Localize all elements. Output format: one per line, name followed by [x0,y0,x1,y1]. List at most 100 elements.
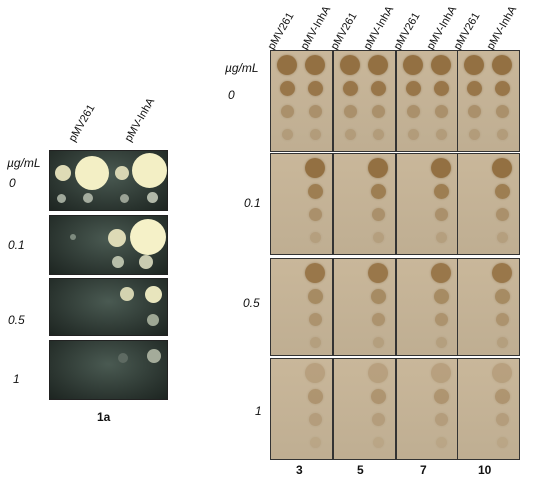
colony [370,183,386,199]
left-plate-1 [49,215,168,275]
right-plate [457,50,520,152]
colony [340,55,360,75]
right-plate [270,358,333,460]
right-col-7: 7 [420,463,427,477]
right-header-1: pMV261 [265,10,297,53]
colony [308,104,322,118]
colony [307,80,323,96]
colony [435,128,447,140]
colony [280,104,294,118]
colony [435,436,447,448]
colony [120,194,129,203]
colony [372,128,384,140]
left-conc-3: 1 [13,372,20,386]
colony [370,288,386,304]
colony [370,80,386,96]
colony [433,80,449,96]
left-header-pmv-inha: pMV-InhA [122,96,158,144]
colony [492,158,512,178]
colony [371,412,385,426]
colony [277,55,297,75]
right-plate [333,258,396,356]
colony [147,314,159,326]
colony [112,256,124,268]
colony [342,80,358,96]
colony [279,80,295,96]
right-col-5: 5 [357,463,364,477]
right-plate [270,50,333,152]
colony [466,80,482,96]
right-plate [270,153,333,255]
right-conc-0: 0 [228,88,235,102]
right-conc-3: 1 [255,404,262,418]
colony [464,55,484,75]
colony [307,288,323,304]
colony [70,234,76,240]
right-header-3: pMV261 [328,10,360,53]
colony [434,207,448,221]
colony [467,104,481,118]
colony [305,158,325,178]
right-conc-1: 0.1 [244,196,261,210]
colony [370,388,386,404]
colony [118,353,128,363]
colony [120,287,134,301]
colony [434,104,448,118]
left-conc-0: 0 [9,176,16,190]
colony [431,363,451,383]
colony [55,165,71,181]
left-caption: 1a [97,410,111,424]
right-header-5: pMV261 [391,10,423,53]
right-plate [333,153,396,255]
colony [496,128,508,140]
colony [368,363,388,383]
colony [492,55,512,75]
colony [139,255,153,269]
colony [406,104,420,118]
colony [343,104,357,118]
colony [145,286,162,303]
colony [431,55,451,75]
colony [494,80,510,96]
right-plate [396,153,459,255]
colony [433,388,449,404]
colony [307,388,323,404]
colony [368,263,388,283]
colony [372,436,384,448]
colony [368,158,388,178]
colony [308,207,322,221]
colony [494,388,510,404]
colony [371,312,385,326]
colony [495,312,509,326]
left-conc-1: 0.1 [8,238,25,252]
colony [494,183,510,199]
left-conc-2: 0.5 [8,313,25,327]
colony [305,263,325,283]
colony [495,104,509,118]
right-plate [396,50,459,152]
left-header-pmv261: pMV261 [66,102,98,144]
colony [468,128,480,140]
colony [147,192,158,203]
colony [83,193,93,203]
colony [307,183,323,199]
colony [492,263,512,283]
colony [431,158,451,178]
colony [309,336,321,348]
colony [368,55,388,75]
colony [495,207,509,221]
colony [496,436,508,448]
colony [132,153,167,188]
colony [403,55,423,75]
colony [305,363,325,383]
left-plate-0 [49,150,168,211]
colony [434,312,448,326]
right-col-10: 10 [478,463,492,477]
colony [434,412,448,426]
colony [433,288,449,304]
colony [496,231,508,243]
colony [433,183,449,199]
colony [115,166,129,180]
right-plate [457,258,520,356]
colony [372,231,384,243]
